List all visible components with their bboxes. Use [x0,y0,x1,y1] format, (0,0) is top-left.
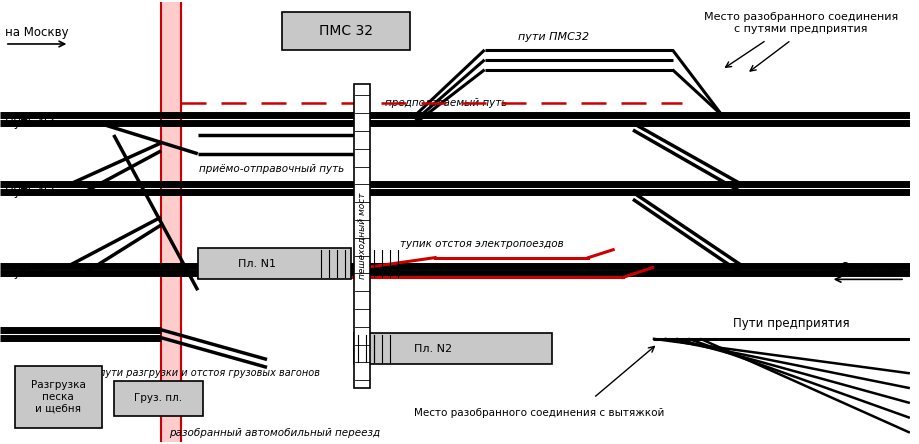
Text: пешеходный мост: пешеходный мост [357,193,366,279]
Text: Разгрузка
песка
и щебня: Разгрузка песка и щебня [31,381,85,414]
Text: Пл. N2: Пл. N2 [414,344,452,353]
Text: на Ожерелье: на Ожерелье [822,261,904,274]
Text: Груз. пл.: Груз. пл. [134,393,182,403]
Text: с путями предприятия: с путями предприятия [733,24,867,34]
Bar [198,248,351,279]
Text: Место разобранного соединения: Место разобранного соединения [703,12,897,22]
Bar [354,83,369,388]
Bar [114,381,202,416]
Bar [281,12,410,50]
Text: Путь N2: Путь N2 [5,185,54,198]
Bar [354,333,551,365]
Text: на Москву: на Москву [5,26,69,39]
Text: приёмо-отправочный путь: приёмо-отправочный путь [199,163,344,174]
Text: пути ПМС32: пути ПМС32 [517,32,589,42]
Text: Пл. N1: Пл. N1 [238,258,276,269]
Text: ПМС 32: ПМС 32 [319,24,373,38]
Text: пути разгрузки и отстоя грузовых вагонов: пути разгрузки и отстоя грузовых вагонов [98,369,320,378]
Text: тупик отстоя электропоездов: тупик отстоя электропоездов [399,239,562,249]
Bar [15,366,102,428]
Text: Путь N3: Путь N3 [5,115,54,129]
Text: Путь N1: Путь N1 [5,266,54,279]
Text: Пути предприятия: Пути предприятия [732,317,848,330]
Text: Место разобранного соединения с вытяжкой: Место разобранного соединения с вытяжкой [414,408,664,418]
Bar [161,3,181,441]
Text: разобранный автомобильный переезд: разобранный автомобильный переезд [169,428,380,438]
Text: предполагаемый путь: предполагаемый путь [384,98,506,108]
